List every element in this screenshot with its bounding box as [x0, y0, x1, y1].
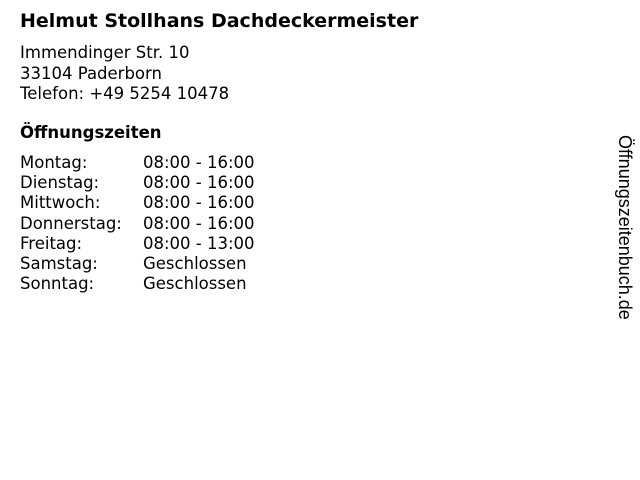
address-block: Immendinger Str. 10 33104 Paderborn Tele… — [20, 43, 229, 105]
hours-row: Dienstag: 08:00 - 16:00 — [20, 173, 255, 193]
brand-link[interactable]: Öffnungszeitenbuch.de — [615, 135, 635, 320]
street: Immendinger Str. 10 — [20, 43, 190, 62]
time: Geschlossen — [143, 254, 247, 274]
hours-heading: Öffnungszeiten — [20, 123, 162, 142]
city: 33104 Paderborn — [20, 63, 162, 83]
hours-row: Montag: 08:00 - 16:00 — [20, 153, 255, 173]
time: 08:00 - 16:00 — [143, 193, 255, 213]
hours-row: Mittwoch: 08:00 - 16:00 — [20, 193, 255, 213]
hours-row: Freitag: 08:00 - 13:00 — [20, 234, 255, 254]
business-name: Helmut Stollhans Dachdeckermeister — [20, 10, 419, 32]
hours-row: Sonntag: Geschlossen — [20, 274, 255, 294]
time: 08:00 - 16:00 — [143, 153, 255, 172]
time: 08:00 - 16:00 — [143, 173, 255, 193]
hours-row: Donnerstag: 08:00 - 16:00 — [20, 214, 255, 234]
day: Donnerstag: — [20, 213, 122, 233]
day: Samstag: — [20, 254, 98, 274]
hours-row: Samstag: Geschlossen — [20, 254, 255, 274]
day: Freitag: — [20, 233, 83, 253]
day: Dienstag: — [20, 173, 100, 193]
day: Sonntag: — [20, 274, 95, 294]
day: Mittwoch: — [20, 193, 101, 213]
day: Montag: — [20, 153, 88, 172]
time: 08:00 - 16:00 — [143, 213, 255, 233]
time: Geschlossen — [143, 274, 247, 294]
hours-table: Montag: 08:00 - 16:00 Dienstag: 08:00 - 16… — [20, 153, 255, 294]
phone: Telefon: +49 5254 10478 — [20, 84, 230, 103]
time: 08:00 - 13:00 — [143, 233, 255, 253]
